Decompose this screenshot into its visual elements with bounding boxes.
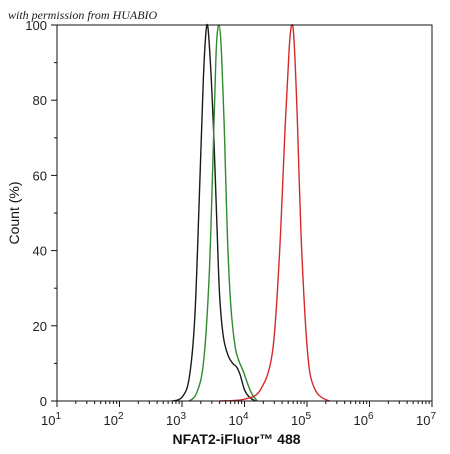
x-axis-title: NFAT2-iFluor™ 488 <box>172 431 300 447</box>
y-tick-label: 40 <box>33 244 47 259</box>
x-tick-label: 103 <box>166 411 186 428</box>
y-axis-title: Count (%) <box>6 181 22 244</box>
y-tick-label: 60 <box>33 168 47 183</box>
y-tick-label: 80 <box>33 93 47 108</box>
x-tick-label: 102 <box>103 411 123 428</box>
watermark-text: with permission from HUABIO <box>8 8 158 22</box>
series-layer <box>172 23 330 402</box>
series-line-1 <box>188 24 258 402</box>
x-tick-label: 106 <box>353 411 373 428</box>
series-line-2 <box>219 23 330 402</box>
x-tick-label: 105 <box>291 411 311 428</box>
axis-ticks: 101 102 103 104 105 106 107 0 20 40 60 80 100 <box>25 18 436 428</box>
y-tick-label: 20 <box>33 319 47 334</box>
x-tick-label: 107 <box>416 411 436 428</box>
y-tick-label: 100 <box>25 18 47 33</box>
y-tick-label: 0 <box>40 394 47 409</box>
x-tick-label: 101 <box>41 411 61 428</box>
x-tick-label: 104 <box>228 411 248 428</box>
plot-frame <box>56 24 433 402</box>
series-line-0 <box>172 23 256 402</box>
